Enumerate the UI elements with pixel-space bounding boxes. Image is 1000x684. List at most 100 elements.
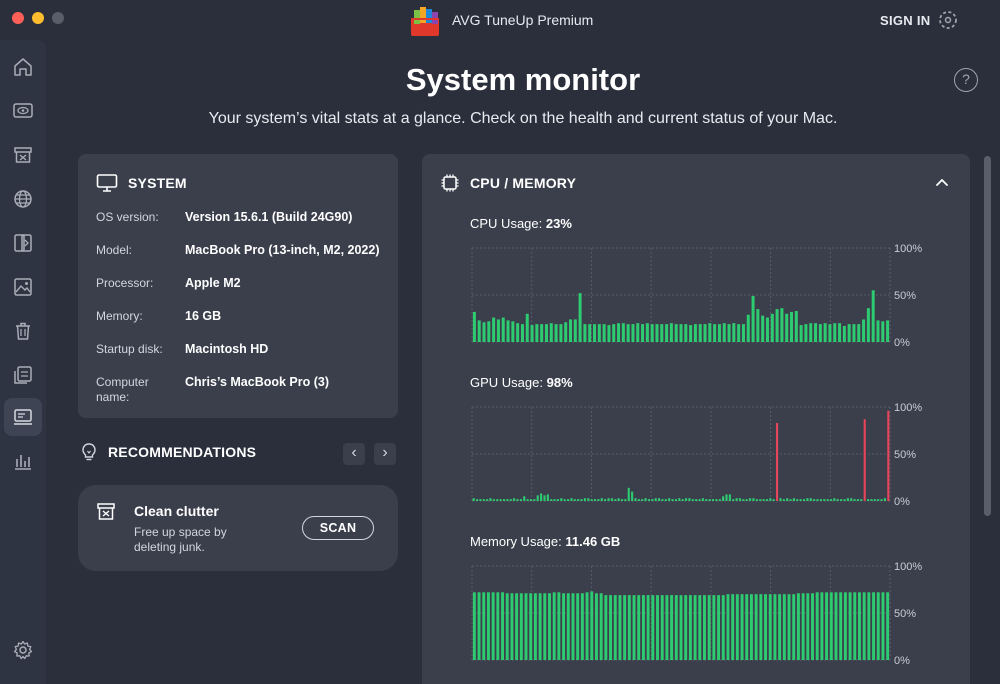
cpu-bar (876, 320, 880, 342)
memory-bar (834, 592, 838, 660)
memory-tick-label: 50% (894, 608, 916, 620)
gpu-bar (502, 499, 506, 501)
cpu-bar (482, 322, 486, 342)
memory-bar (754, 594, 758, 660)
gpu-bar (701, 498, 704, 501)
recommendations-next-button[interactable]: › (374, 443, 396, 465)
startup-disk-label: Startup disk: (96, 342, 163, 356)
memory-bar (524, 593, 528, 660)
cpu-bar (549, 323, 553, 342)
gpu-bar (671, 499, 674, 501)
memory-bar (571, 593, 575, 660)
gpu-bar (624, 499, 627, 501)
help-button[interactable]: ? (954, 68, 978, 92)
cpu-bar (487, 321, 491, 342)
gpu-bar (617, 498, 620, 501)
cpu-bar (621, 323, 625, 342)
sidebar-item-reports[interactable] (4, 442, 42, 480)
cpu-bar (693, 324, 697, 342)
cpu-bar (554, 324, 558, 342)
memory-bar (787, 594, 791, 660)
sidebar-item-home[interactable] (4, 48, 42, 86)
zoom-window-button[interactable] (52, 12, 64, 24)
cpu-bar (492, 317, 496, 342)
gpu-bar (796, 499, 799, 501)
gpu-bar (647, 499, 651, 501)
memory-bar (576, 593, 580, 660)
memory-bar (768, 594, 772, 660)
sidebar (0, 40, 46, 684)
cpu-bar (655, 324, 659, 342)
collapse-chevron-icon[interactable] (932, 172, 952, 192)
close-window-button[interactable] (12, 12, 24, 24)
cpu-bar (588, 324, 592, 342)
cpu-bar (540, 324, 544, 342)
memory-bar (515, 593, 519, 660)
memory-bar (712, 595, 716, 660)
cpu-bar (770, 313, 774, 342)
cpu-bar (631, 324, 635, 342)
sidebar-item-browser[interactable] (4, 180, 42, 218)
memory-bar (843, 592, 847, 660)
photo-icon (14, 278, 32, 296)
memory-bar (740, 594, 744, 660)
gpu-bar (826, 499, 829, 501)
scrollbar[interactable] (984, 156, 991, 516)
startup-disk-value: Macintosh HD (185, 342, 269, 356)
gpu-grid (471, 406, 891, 502)
gpu-bar (641, 499, 644, 501)
recommendations-header: RECOMMENDATIONS (80, 442, 256, 462)
gpu-bar (496, 499, 499, 501)
startup-disk-row: Startup disk: Macintosh HD (96, 342, 268, 357)
cpu-bar (866, 308, 870, 342)
memory-bar (693, 595, 697, 660)
cpu-bar (818, 324, 822, 342)
memory-bar (806, 593, 810, 660)
sidebar-item-uninstaller[interactable] (4, 312, 42, 350)
memory-bar (590, 591, 594, 660)
gpu-bar (486, 499, 489, 501)
system-card-title: SYSTEM (128, 175, 187, 191)
gpu-bar (742, 499, 745, 501)
gpu-bar (792, 498, 795, 501)
cpu-usage-label: CPU Usage: 23% (470, 216, 572, 231)
sidebar-item-performance[interactable] (4, 92, 42, 130)
sidebar-item-photos[interactable] (4, 268, 42, 306)
memory-bar (759, 594, 763, 660)
os-version-label: OS version: (96, 210, 159, 224)
minimize-window-button[interactable] (32, 12, 44, 24)
gpu-bar (738, 498, 742, 501)
settings-button[interactable] (4, 631, 42, 669)
sign-in-button[interactable]: SIGN IN (880, 13, 931, 28)
cpu-bar (838, 323, 842, 342)
memory-bar (566, 593, 570, 660)
memory-usage-chart: 100% 50% 0% (471, 561, 922, 667)
recommendations-prev-button[interactable]: ‹ (343, 443, 365, 465)
cpu-bar (564, 322, 568, 342)
cpu-bar (506, 320, 510, 342)
gpu-bar (567, 499, 570, 501)
main-content: System monitor Your system’s vital stats… (46, 40, 1000, 684)
gpu-bar (799, 499, 802, 501)
cpu-bar (809, 323, 813, 342)
memory-value: 16 GB (185, 309, 222, 323)
gpu-bar (644, 498, 647, 501)
bar-chart-icon (15, 455, 31, 470)
sidebar-item-clutter[interactable] (4, 136, 42, 174)
memory-bar (613, 595, 617, 660)
scan-button[interactable]: SCAN (302, 516, 374, 540)
memory-bar (735, 594, 739, 660)
memory-bar (764, 594, 767, 660)
account-icon[interactable] (937, 9, 959, 31)
sidebar-item-system-monitor[interactable] (4, 398, 42, 436)
cpu-bar (650, 324, 654, 342)
cpu-tick-label: 50% (894, 290, 916, 302)
sidebar-item-apps[interactable] (4, 356, 42, 394)
gpu-bar (846, 498, 849, 501)
memory-bar (599, 593, 603, 660)
sidebar-item-duplicates[interactable] (4, 224, 42, 262)
memory-bar (641, 595, 645, 660)
gpu-bar (873, 499, 876, 501)
memory-bar (491, 592, 495, 660)
gpu-bar (580, 499, 583, 501)
